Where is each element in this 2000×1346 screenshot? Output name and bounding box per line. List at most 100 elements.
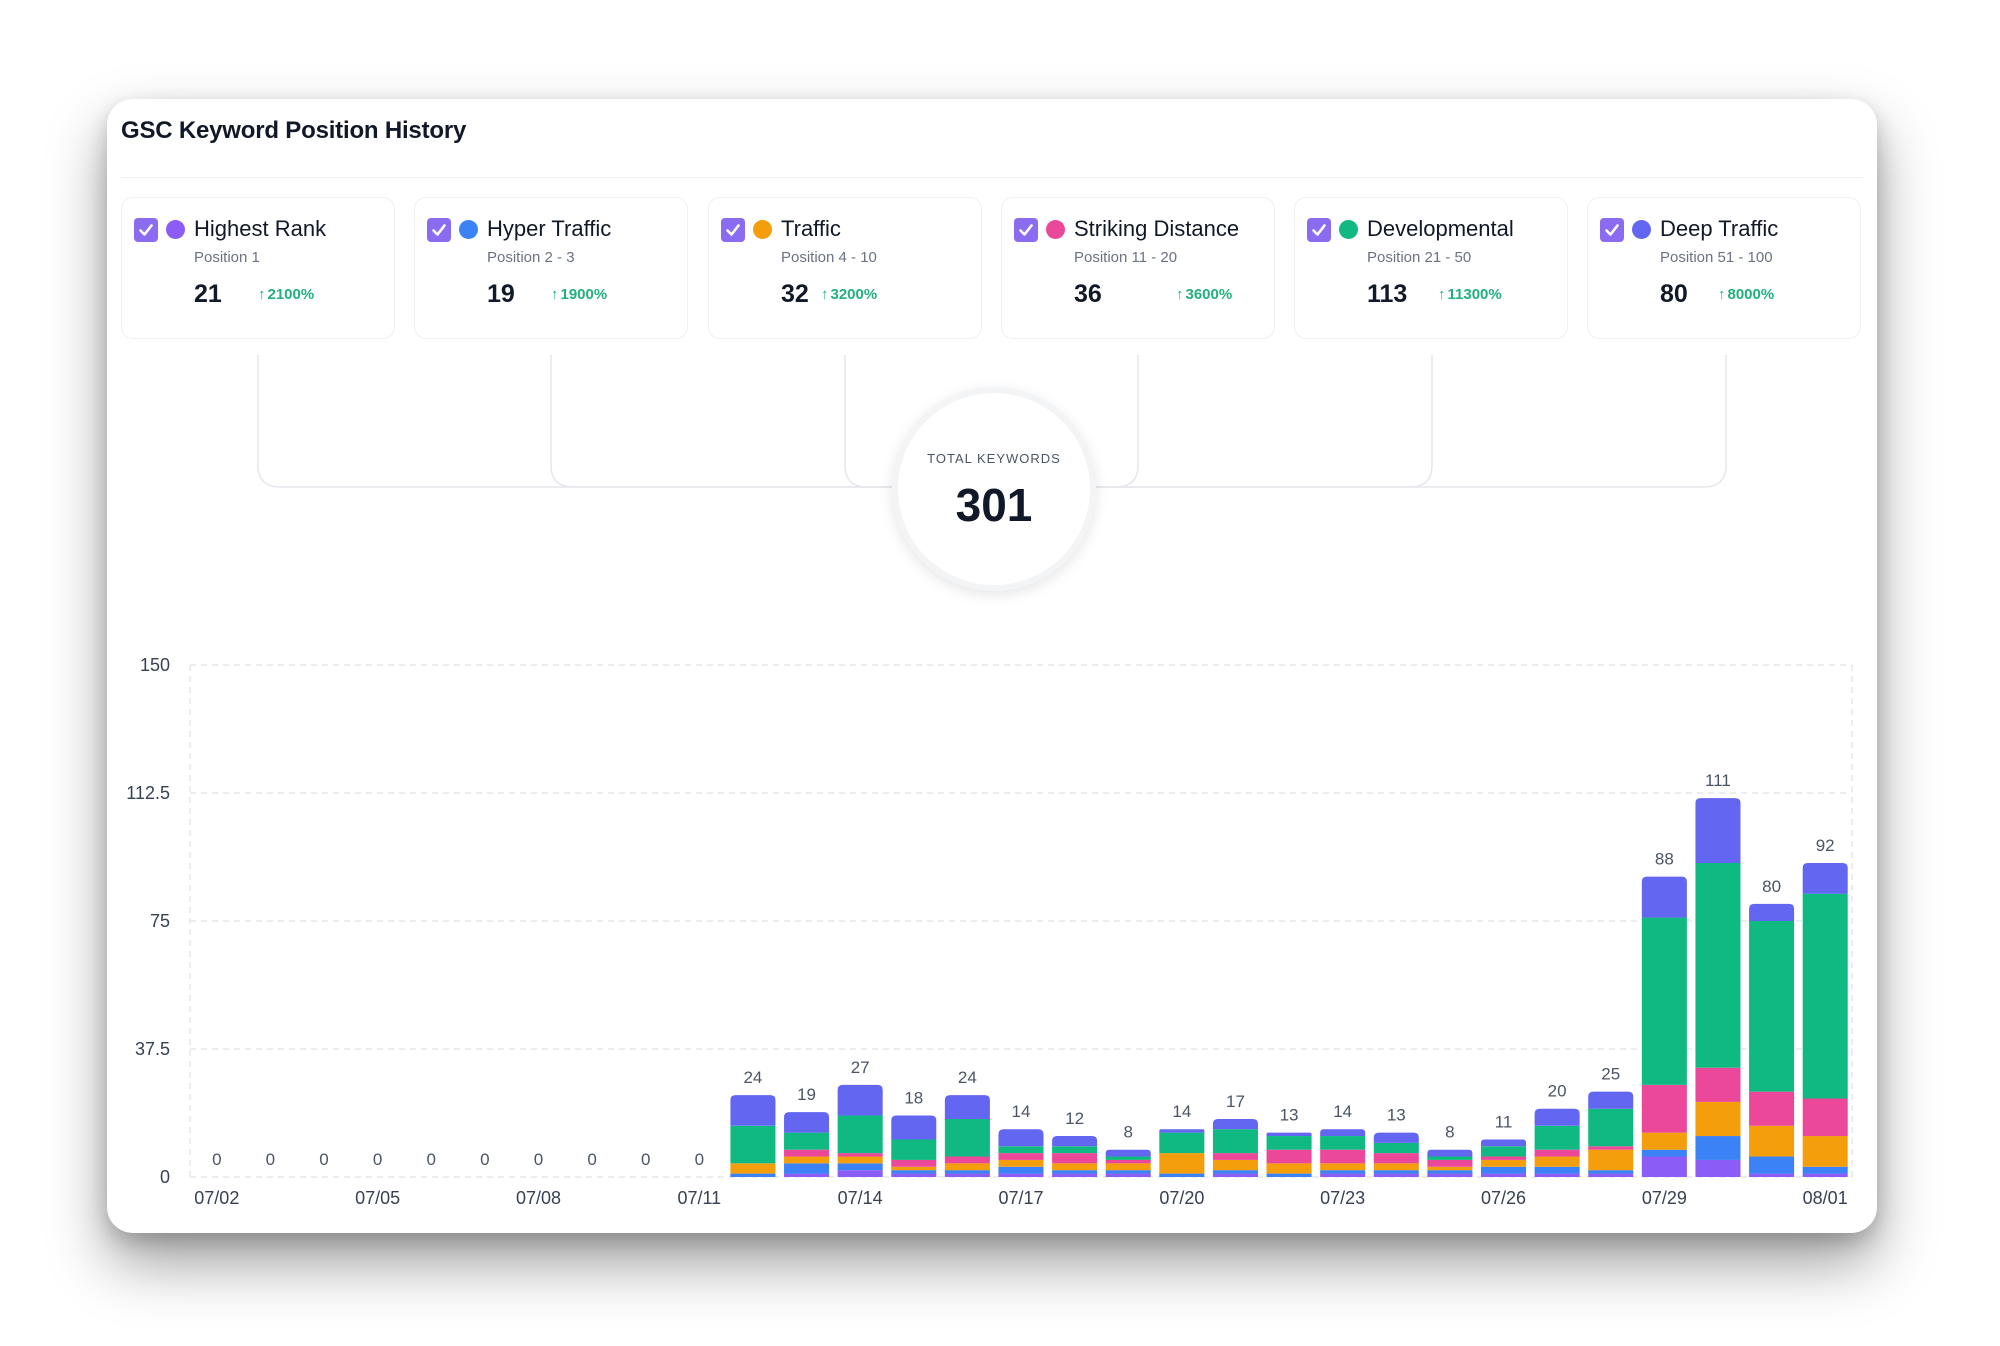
bar-segment[interactable] [1052,1170,1098,1174]
tier-checkbox[interactable] [1600,218,1624,242]
bar-segment[interactable] [1641,917,1687,1085]
bar-segment[interactable] [730,1095,776,1126]
bar-segment[interactable] [998,1153,1044,1160]
bar-segment[interactable] [944,1118,990,1157]
bar-segment[interactable] [1427,1173,1473,1177]
bar-segment[interactable] [1266,1163,1312,1174]
bar-segment[interactable] [1534,1149,1580,1157]
bar-segment[interactable] [1695,798,1741,863]
bar-segment[interactable] [1373,1132,1419,1143]
bar-segment[interactable] [1320,1163,1366,1171]
bar-segment[interactable] [944,1095,990,1119]
bar-segment[interactable] [1802,1136,1848,1167]
bar-segment[interactable] [1588,1173,1634,1177]
bar-segment[interactable] [1052,1173,1098,1177]
tier-checkbox[interactable] [721,218,745,242]
bar-segment[interactable] [1266,1132,1312,1137]
bar-segment[interactable] [1749,1173,1795,1177]
tier-card-striking-distance[interactable]: Striking Distance Position 11 - 20 36 ↑ 3… [1001,197,1275,339]
bar-segment[interactable] [1695,1159,1741,1177]
bar-segment[interactable] [1105,1149,1151,1157]
bar-segment[interactable] [1534,1156,1580,1167]
bar-segment[interactable] [1373,1163,1419,1171]
bar-segment[interactable] [1802,1098,1848,1137]
bar-segment[interactable] [891,1159,937,1167]
bar-segment[interactable] [1802,1166,1848,1174]
bar-segment[interactable] [1427,1159,1473,1167]
bar-segment[interactable] [1480,1139,1527,1147]
bar-segment[interactable] [891,1170,937,1174]
bar-segment[interactable] [1105,1156,1151,1160]
bar-segment[interactable] [944,1156,990,1164]
bar-segment[interactable] [1212,1129,1258,1154]
bar-segment[interactable] [1052,1146,1098,1154]
tier-card-deep-traffic[interactable]: Deep Traffic Position 51 - 100 80 ↑ 8000% [1587,197,1861,339]
bar-segment[interactable] [1266,1136,1312,1150]
bar-segment[interactable] [1320,1173,1366,1177]
bar-segment[interactable] [1212,1173,1258,1177]
bar-segment[interactable] [998,1129,1044,1147]
tier-card-traffic[interactable]: Traffic Position 4 - 10 32 ↑ 3200% [708,197,982,339]
tier-checkbox[interactable] [1014,218,1038,242]
bar-segment[interactable] [1105,1170,1151,1174]
bar-segment[interactable] [1534,1173,1580,1177]
bar-segment[interactable] [944,1170,990,1174]
bar-segment[interactable] [891,1139,937,1160]
bar-segment[interactable] [891,1115,937,1140]
tier-checkbox[interactable] [1307,218,1331,242]
bar-segment[interactable] [1695,1136,1741,1160]
tier-checkbox[interactable] [427,218,451,242]
bar-segment[interactable] [1212,1159,1258,1171]
bar-segment[interactable] [1749,1156,1795,1174]
bar-segment[interactable] [944,1173,990,1177]
bar-segment[interactable] [837,1163,883,1171]
bar-segment[interactable] [1480,1159,1527,1167]
bar-segment[interactable] [1159,1132,1205,1154]
bar-segment[interactable] [1641,1156,1687,1177]
bar-segment[interactable] [1480,1173,1527,1177]
bar-segment[interactable] [1105,1163,1151,1171]
bar-segment[interactable] [1320,1129,1366,1137]
bar-segment[interactable] [1373,1142,1419,1154]
bar-segment[interactable] [1802,1173,1848,1177]
bar-segment[interactable] [784,1132,830,1150]
bar-segment[interactable] [784,1156,830,1164]
bar-segment[interactable] [1534,1108,1580,1126]
tier-checkbox[interactable] [134,218,158,242]
bar-segment[interactable] [1373,1170,1419,1174]
bar-segment[interactable] [1588,1149,1634,1171]
bar-segment[interactable] [1159,1129,1205,1133]
bar-segment[interactable] [837,1156,883,1164]
bar-segment[interactable] [1749,921,1795,1092]
bar-segment[interactable] [1266,1149,1312,1164]
bar-segment[interactable] [837,1084,883,1116]
bar-segment[interactable] [1320,1170,1366,1174]
bar-segment[interactable] [1159,1153,1205,1174]
bar-segment[interactable] [1427,1149,1473,1157]
bar-segment[interactable] [1802,862,1848,894]
bar-segment[interactable] [837,1153,883,1157]
bar-segment[interactable] [944,1163,990,1171]
bar-segment[interactable] [998,1146,1044,1154]
bar-segment[interactable] [1105,1173,1151,1177]
bar-segment[interactable] [730,1173,776,1177]
bar-segment[interactable] [1052,1153,1098,1164]
bar-segment[interactable] [1427,1166,1473,1171]
bar-segment[interactable] [1641,1084,1687,1133]
bar-segment[interactable] [1373,1153,1419,1164]
bar-segment[interactable] [1212,1118,1258,1130]
bar-segment[interactable] [1427,1170,1473,1174]
bar-segment[interactable] [1212,1170,1258,1174]
bar-segment[interactable] [1212,1153,1258,1160]
tier-card-highest-rank[interactable]: Highest Rank Position 1 21 ↑ 2100% [121,197,395,339]
tier-card-developmental[interactable]: Developmental Position 21 - 50 113 ↑ 1130… [1294,197,1568,339]
bar-segment[interactable] [1534,1166,1580,1174]
bar-segment[interactable] [1480,1156,1527,1160]
bar-segment[interactable] [1749,1125,1795,1157]
bar-segment[interactable] [1695,862,1741,1068]
bar-segment[interactable] [1480,1166,1527,1174]
bar-segment[interactable] [1052,1163,1098,1171]
bar-segment[interactable] [1266,1173,1312,1177]
bar-segment[interactable] [891,1166,937,1171]
bar-segment[interactable] [1052,1136,1098,1147]
